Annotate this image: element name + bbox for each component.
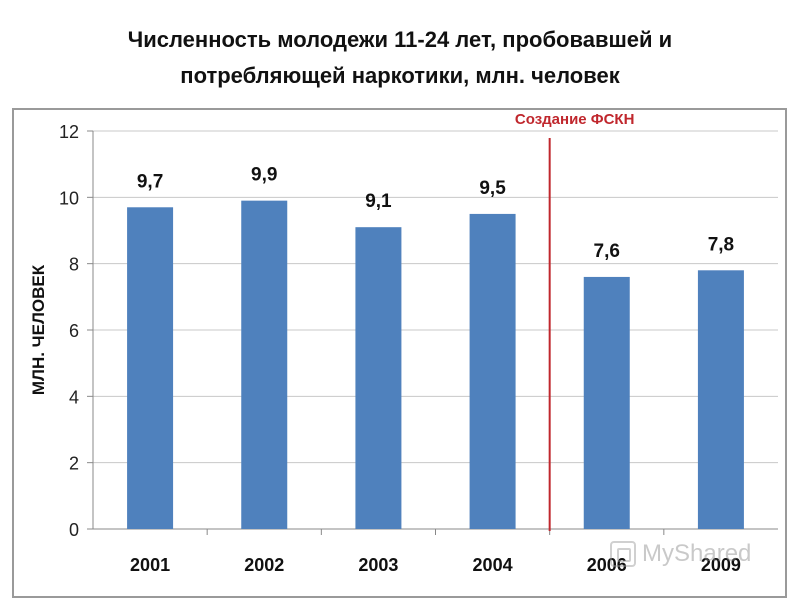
x-tick-label-2002: 2002: [244, 555, 284, 575]
y-tick-label: 2: [69, 454, 79, 474]
bar-2003: [355, 227, 402, 529]
y-tick-label: 6: [69, 321, 79, 341]
y-axis-label: МЛН. ЧЕЛОВЕК: [29, 264, 48, 395]
data-label-2004: 9,5: [479, 178, 506, 199]
chart-title-line-2: потребляющей наркотики, млн. человек: [180, 63, 620, 88]
bar-2004: [469, 213, 516, 529]
y-tick-label: 8: [69, 255, 79, 275]
annotation-label: Создание ФСКН: [515, 111, 635, 128]
data-label-2001: 9,7: [137, 171, 163, 192]
bar-2002: [241, 200, 288, 529]
y-tick-label: 4: [69, 387, 79, 407]
bar-2009: [697, 270, 744, 529]
data-label-2002: 9,9: [251, 165, 277, 186]
watermark: MyShared: [610, 534, 780, 574]
myshared-logo-icon: [610, 541, 636, 567]
y-tick-label: 0: [69, 520, 79, 540]
x-tick-label-2009: 2009: [701, 555, 741, 575]
x-tick-label-2004: 2004: [473, 555, 513, 575]
y-tick-label: 10: [59, 188, 79, 208]
x-tick-label-2001: 2001: [130, 555, 170, 575]
data-label-2003: 9,1: [365, 191, 392, 212]
chart-title-line-1: Численность молодежи 11-24 лет, пробовав…: [127, 27, 673, 52]
watermark-text: MyShared: [642, 540, 752, 567]
x-tick-label-2006: 2006: [587, 555, 627, 575]
bar-2006: [583, 276, 630, 529]
data-label-2006: 7,6: [594, 241, 620, 262]
chart-title: Численность молодежи 11-24 лет, пробовав…: [0, 22, 800, 94]
data-label-2009: 7,8: [708, 234, 734, 255]
chart-frame: [12, 108, 787, 598]
bar-2001: [127, 207, 174, 530]
x-tick-label-2003: 2003: [358, 555, 398, 575]
y-tick-label: 12: [59, 122, 79, 142]
